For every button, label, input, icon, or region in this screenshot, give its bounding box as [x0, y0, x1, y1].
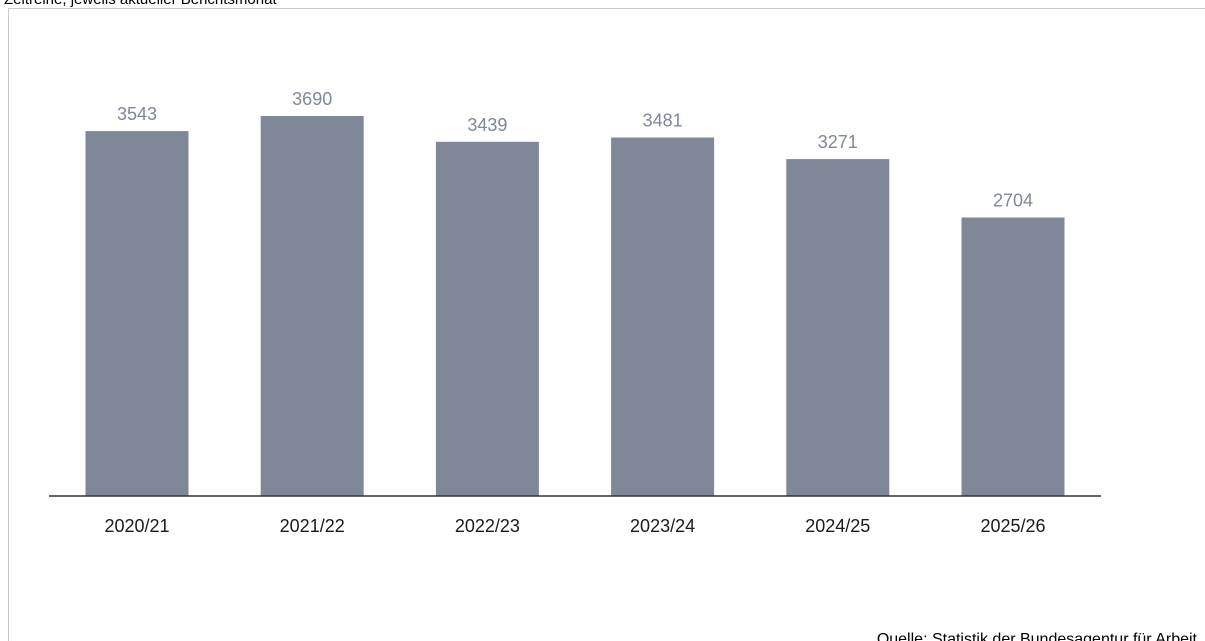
source-note: Quelle: Statistik der Bundesagentur für … — [876, 631, 1197, 641]
bar-2025-26 — [961, 217, 1065, 496]
x-tick-label-2023-24: 2023/24 — [630, 516, 695, 536]
value-label-2024-25: 3271 — [818, 132, 858, 152]
value-label-2020-21: 3543 — [117, 104, 157, 124]
bar-2022-23 — [435, 141, 539, 497]
chart-frame — [8, 8, 1205, 641]
x-tick-label-2021-22: 2021/22 — [280, 516, 345, 536]
bar-2020-21 — [85, 131, 189, 496]
x-tick-label-2024-25: 2024/25 — [805, 516, 870, 536]
x-tick-label-2025-26: 2025/26 — [980, 516, 1045, 536]
value-label-2021-22: 3690 — [292, 89, 332, 109]
value-label-2023-24: 3481 — [643, 111, 683, 131]
x-tick-label-2020-21: 2020/21 — [104, 516, 169, 536]
bars-group — [85, 116, 1065, 497]
chart-subtitle: Zeitreihe, jeweils aktueller Berichtsmon… — [4, 0, 277, 9]
x-tick-labels-group: 2020/21 2021/22 2022/23 2023/24 2024/25 2025/… — [104, 516, 1045, 536]
value-label-2025-26: 2704 — [993, 191, 1033, 211]
value-labels-group: 3543 3690 3439 3481 3271 2704 — [117, 89, 1033, 211]
bar-2021-22 — [260, 116, 364, 496]
x-tick-label-2022-23: 2022/23 — [455, 516, 520, 536]
value-label-2022-23: 3439 — [467, 115, 507, 135]
bar-2024-25 — [786, 159, 890, 496]
bar-2023-24 — [611, 137, 715, 496]
